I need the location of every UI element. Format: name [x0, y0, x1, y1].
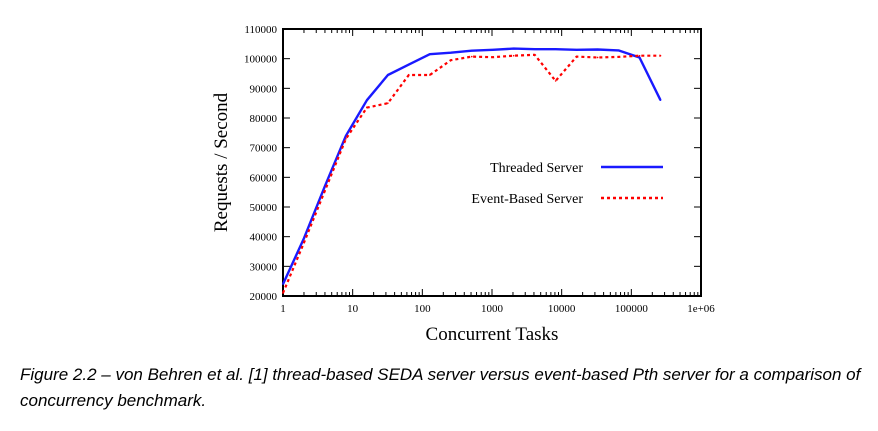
data-point	[387, 74, 389, 76]
x-tick-label: 1000	[481, 303, 504, 315]
data-point	[303, 237, 305, 239]
y-tick-label: 60000	[250, 172, 278, 184]
data-point	[491, 48, 494, 51]
y-axis-title: Requests / Second	[211, 92, 232, 232]
data-point	[408, 74, 410, 76]
x-tick-label: 10	[347, 303, 359, 315]
data-point	[596, 56, 599, 59]
data-point	[638, 56, 641, 59]
y-tick-label: 40000	[250, 232, 278, 244]
data-point	[282, 292, 284, 294]
data-point	[470, 55, 473, 58]
data-point	[387, 102, 389, 104]
data-point	[554, 80, 557, 82]
data-point	[366, 106, 368, 109]
data-point	[282, 283, 284, 285]
data-point	[491, 56, 494, 58]
y-tick-label: 70000	[250, 143, 278, 155]
data-point	[324, 185, 326, 188]
data-point	[659, 54, 662, 57]
data-point	[345, 135, 347, 137]
data-point	[303, 241, 305, 244]
data-point	[617, 49, 620, 52]
data-point	[408, 63, 410, 66]
y-tick-label: 90000	[250, 83, 278, 95]
data-point	[638, 54, 641, 57]
y-axis-ticks: 20000 30000 40000 50000 60000 70000 80000 90000…	[244, 24, 701, 303]
series-layer	[281, 47, 662, 294]
data-point	[533, 54, 536, 56]
data-point	[533, 48, 536, 50]
data-point	[449, 51, 452, 54]
y-tick-label: 30000	[250, 261, 278, 273]
data-point	[345, 137, 347, 140]
line-chart: 20000 30000 40000 50000 60000 70000 80000 90000…	[211, 24, 715, 345]
data-point	[512, 54, 515, 57]
x-tick-label: 1e+06	[687, 303, 715, 315]
x-tick-label: 100000	[615, 303, 649, 315]
data-point	[575, 55, 578, 58]
x-axis-title: Concurrent Tasks	[426, 324, 559, 345]
event-based-server-line	[281, 53, 661, 294]
legend: Threaded Server Event-Based Server	[471, 161, 663, 207]
data-point	[596, 48, 599, 51]
figure-caption: Figure 2.2 – von Behren et al. [1] threa…	[20, 365, 861, 410]
data-point	[659, 99, 662, 101]
legend-label: Threaded Server	[490, 161, 583, 176]
y-tick-label: 50000	[250, 202, 278, 214]
data-point	[429, 53, 431, 56]
x-tick-label: 10000	[548, 303, 576, 315]
y-tick-label: 80000	[250, 113, 278, 125]
x-tick-label: 100	[414, 303, 431, 315]
y-tick-label: 100000	[244, 54, 278, 66]
legend-label: Event-Based Server	[471, 192, 583, 207]
data-point	[554, 48, 557, 50]
data-point	[366, 99, 368, 101]
data-point	[449, 59, 452, 61]
data-point	[512, 47, 515, 50]
data-point	[324, 189, 326, 192]
data-point	[470, 49, 473, 52]
y-tick-label: 20000	[250, 291, 278, 303]
data-point	[575, 48, 578, 51]
x-tick-label: 1	[280, 303, 286, 315]
y-tick-label: 110000	[244, 24, 277, 36]
plot-area: 20000 30000 40000 50000 60000 70000 80000 90000…	[244, 24, 715, 315]
data-point	[429, 74, 431, 76]
x-axis-ticks: 1 10 100 1000 10000 100000 1e+06	[280, 29, 715, 315]
data-point	[617, 56, 620, 58]
